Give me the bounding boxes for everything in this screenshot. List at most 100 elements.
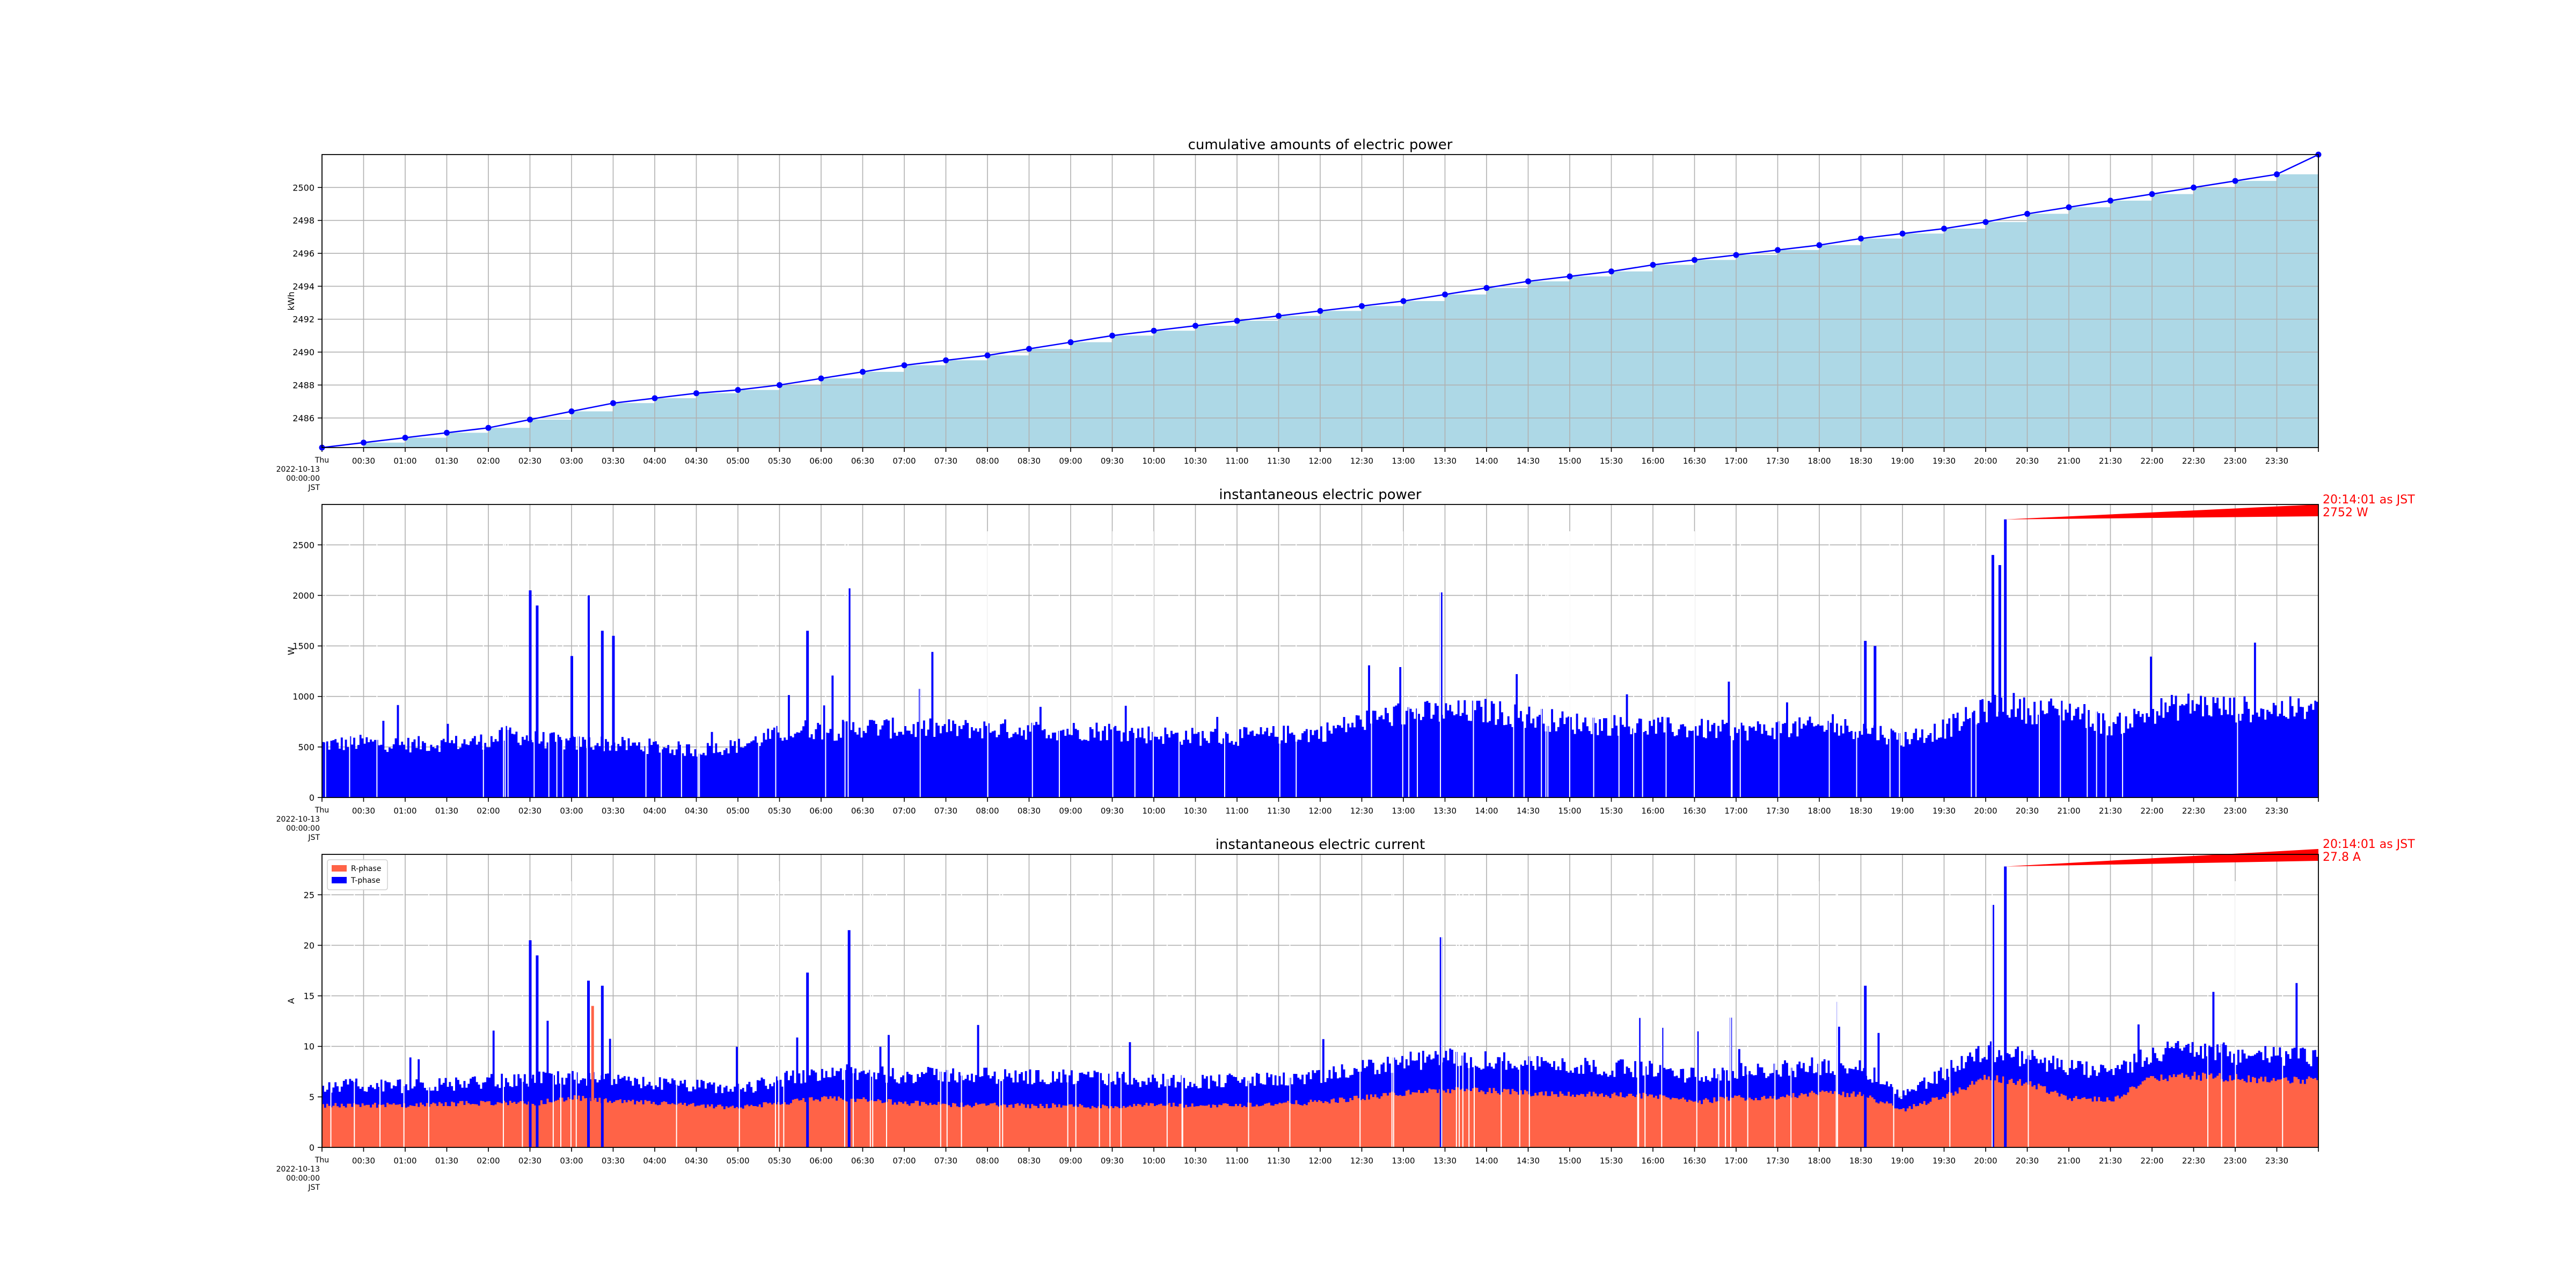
legend-swatch <box>332 865 347 872</box>
x-tick-label: 07:30 <box>934 806 957 816</box>
x-tick-label: 05:30 <box>768 1156 791 1166</box>
x-tick-label: 05:00 <box>726 1156 749 1166</box>
x-tick-label: 02:00 <box>477 806 500 816</box>
x-tick-label: 22:30 <box>2182 1156 2205 1166</box>
x-tick-label: 17:30 <box>1766 456 1789 466</box>
x-tick-label: 09:30 <box>1101 806 1124 816</box>
x-tick-label: 07:00 <box>892 1156 916 1166</box>
x-tick-label: 23:00 <box>2223 806 2246 816</box>
x-tick-label: 17:30 <box>1766 806 1789 816</box>
x-tick-label: 03:30 <box>602 806 625 816</box>
current-peak-bar <box>1864 985 1867 1147</box>
x-first-label: 00:00:00 <box>286 474 320 483</box>
y-tick-label: 15 <box>304 991 314 1001</box>
x-tick-label: 07:00 <box>892 456 916 466</box>
x-tick-label: 03:00 <box>560 1156 583 1166</box>
data-point <box>1941 225 1947 232</box>
x-tick-label: 17:00 <box>1724 456 1747 466</box>
x-tick-label: 20:00 <box>1974 456 1997 466</box>
data-point <box>818 375 824 382</box>
x-tick-label: 04:00 <box>643 456 666 466</box>
x-tick-label: 04:30 <box>685 806 708 816</box>
x-tick-label: 23:30 <box>2265 456 2288 466</box>
data-point <box>2191 184 2197 191</box>
current-peak-bar <box>847 930 851 1147</box>
y-axis-label: W <box>286 647 296 655</box>
x-tick-label: 02:00 <box>477 1156 500 1166</box>
x-first-label: JST <box>308 484 320 492</box>
y-tick-label: 2000 <box>292 590 314 601</box>
data-point <box>1400 298 1407 304</box>
x-tick-label: 18:00 <box>1807 1156 1831 1166</box>
x-tick-label: 08:00 <box>976 806 999 816</box>
annotation-value: 27.8 A <box>2323 851 2361 864</box>
x-tick-label: 13:00 <box>1392 1156 1415 1166</box>
x-tick-label: 19:00 <box>1891 1156 1914 1166</box>
y-tick-label: 5 <box>309 1092 314 1102</box>
data-point <box>984 352 991 358</box>
x-tick-label: 16:00 <box>1641 456 1664 466</box>
power-peak-bar <box>806 631 809 797</box>
x-tick-label: 08:00 <box>976 1156 999 1166</box>
x-tick-label: 23:30 <box>2265 806 2288 816</box>
data-point <box>1026 346 1032 352</box>
power-peak-bar <box>529 590 532 797</box>
annotation-arrow <box>2005 849 2318 867</box>
x-tick-label: 20:00 <box>1974 1156 1997 1166</box>
x-first-label: Thu <box>314 806 329 815</box>
legend-label: R-phase <box>351 865 381 873</box>
x-tick-label: 06:30 <box>851 456 874 466</box>
x-tick-label: 06:00 <box>809 806 832 816</box>
data-point <box>2024 210 2030 217</box>
data-point <box>1733 252 1739 258</box>
data-point <box>2107 197 2113 204</box>
x-tick-label: 16:30 <box>1683 806 1706 816</box>
annotation-time: 20:14:01 as JST <box>2323 838 2415 851</box>
current-peak-bar <box>529 940 532 1147</box>
current-peak-bar <box>1439 937 1443 1147</box>
x-tick-label: 22:00 <box>2140 456 2163 466</box>
r-phase-area <box>322 1072 2318 1147</box>
power-peak-bar <box>587 595 590 797</box>
x-tick-label: 09:30 <box>1101 1156 1124 1166</box>
x-tick-label: 12:30 <box>1350 806 1373 816</box>
x-tick-label: 21:00 <box>2057 456 2080 466</box>
x-tick-label: 21:00 <box>2057 1156 2080 1166</box>
power-peak-bar <box>601 631 604 797</box>
data-point <box>735 387 741 393</box>
x-tick-label: 10:00 <box>1142 456 1165 466</box>
x-tick-label: 16:30 <box>1683 456 1706 466</box>
data-point <box>1775 247 1781 253</box>
x-first-label: JST <box>308 833 320 842</box>
x-tick-label: 17:30 <box>1766 1156 1789 1166</box>
x-tick-label: 01:30 <box>435 806 458 816</box>
data-point <box>1608 268 1614 275</box>
x-tick-label: 00:30 <box>352 806 375 816</box>
x-tick-label: 11:00 <box>1225 1156 1248 1166</box>
y-tick-label: 2496 <box>292 248 314 259</box>
x-tick-label: 21:30 <box>2099 456 2122 466</box>
current-peak-bar <box>587 980 590 1147</box>
x-tick-label: 16:00 <box>1641 806 1664 816</box>
x-tick-label: 11:00 <box>1225 806 1248 816</box>
y-tick-label: 2500 <box>292 540 314 550</box>
data-point <box>1317 308 1323 314</box>
x-tick-label: 02:00 <box>477 456 500 466</box>
x-tick-label: 14:00 <box>1475 456 1498 466</box>
x-tick-label: 08:30 <box>1018 456 1041 466</box>
x-tick-label: 05:30 <box>768 806 791 816</box>
x-tick-label: 13:30 <box>1433 806 1457 816</box>
data-point <box>943 357 949 363</box>
data-point <box>1109 332 1115 339</box>
x-tick-label: 19:30 <box>1933 456 1956 466</box>
x-tick-label: 10:00 <box>1142 806 1165 816</box>
legend-swatch <box>332 877 347 883</box>
x-tick-label: 09:00 <box>1059 1156 1082 1166</box>
x-tick-label: 17:00 <box>1724 1156 1747 1166</box>
data-point <box>1192 323 1198 329</box>
x-tick-label: 11:30 <box>1267 456 1290 466</box>
y-tick-label: 2490 <box>292 347 314 357</box>
y-tick-label: 25 <box>304 890 314 900</box>
y-tick-label: 20 <box>304 940 314 950</box>
x-tick-label: 15:00 <box>1558 1156 1581 1166</box>
